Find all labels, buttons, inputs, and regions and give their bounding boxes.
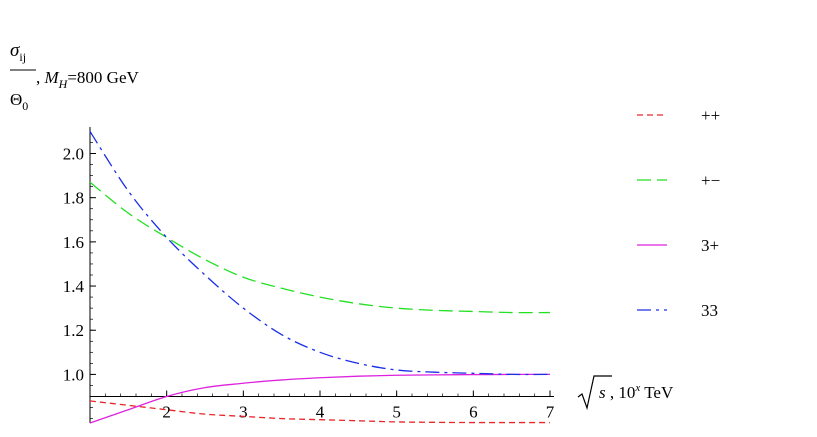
legend-label-1: +− <box>701 171 720 190</box>
ylabel-denominator: Θ <box>10 90 22 109</box>
series-line-2 <box>89 373 551 424</box>
ylabel-mass-sub: H <box>58 77 69 91</box>
svg-text:Θ0: Θ0 <box>10 90 28 113</box>
x-tick-label: 5 <box>392 402 401 421</box>
x-tick-label: 4 <box>316 402 325 421</box>
svg-text:s , 10x TeV: s , 10x TeV <box>599 382 674 402</box>
y-axis-title: σij Θ0 , MH=800 GeV <box>10 40 140 113</box>
ylabel-mass-value: =800 GeV <box>67 68 139 87</box>
legend-label-0: ++ <box>701 106 720 125</box>
xlabel-sqrt-arg: s <box>599 383 606 402</box>
series-group <box>89 131 551 424</box>
ticks: 1.0 1.2 1.4 1.6 1.8 2.0 2 3 4 5 6 7 <box>63 142 555 421</box>
legend-label-2: 3+ <box>701 236 719 255</box>
legend-label-3: 33 <box>701 301 718 320</box>
ylabel-mass-symbol: M <box>44 68 60 87</box>
ylabel-denominator-sub: 0 <box>22 99 28 113</box>
x-tick-label: 7 <box>546 402 555 421</box>
y-tick-label: 1.8 <box>63 189 84 208</box>
xlabel-unit: TeV <box>640 383 674 402</box>
x-tick-label: 3 <box>239 402 248 421</box>
ylabel-suffix: , <box>36 68 45 87</box>
xlabel-prefix: , 10 <box>606 383 636 402</box>
x-tick-label: 2 <box>162 402 171 421</box>
series-line-3 <box>89 131 551 376</box>
legend: ++ +− 3+ 33 <box>637 106 720 320</box>
y-tick-label: 2.0 <box>63 145 84 164</box>
y-tick-label: 1.4 <box>63 277 85 296</box>
svg-text:σij: σij <box>10 40 26 64</box>
xlabel-exp: x <box>634 382 640 394</box>
svg-text:, MH=800 GeV: , MH=800 GeV <box>36 68 140 91</box>
ylabel-numerator: σ <box>10 40 20 61</box>
x-axis-title: s , 10x TeV <box>577 375 674 411</box>
y-tick-label: 1.0 <box>63 365 84 384</box>
series-line-1 <box>89 181 551 314</box>
ylabel-numerator-sub: ij <box>19 50 26 64</box>
y-tick-label: 1.2 <box>63 321 84 340</box>
sqrt-sign-icon <box>577 375 612 411</box>
x-tick-label: 6 <box>469 402 478 421</box>
series-line-0 <box>89 400 550 424</box>
y-tick-label: 1.6 <box>63 233 84 252</box>
